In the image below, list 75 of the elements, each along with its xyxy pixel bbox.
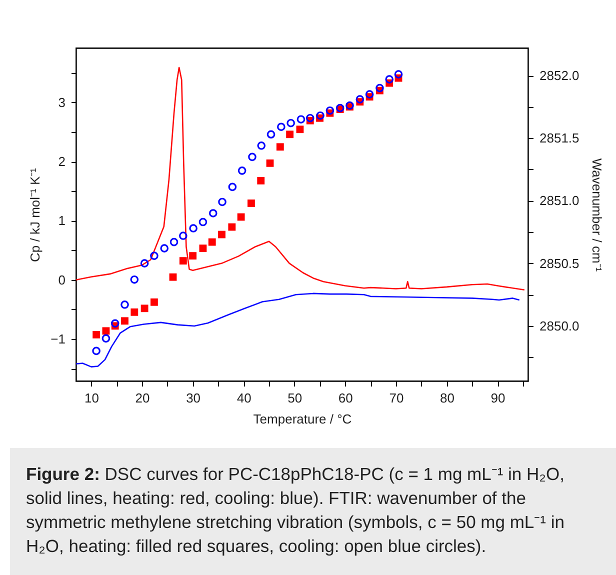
- point: [130, 308, 138, 316]
- point: [356, 95, 364, 104]
- point: [120, 300, 129, 309]
- point: [179, 232, 188, 240]
- y2-tick-label: 2850.0: [540, 318, 580, 334]
- y2-tick-label: 2850.5: [540, 256, 580, 271]
- point: [179, 257, 187, 265]
- point: [248, 200, 255, 207]
- point: [376, 84, 384, 92]
- x-tick-label: 70: [389, 390, 404, 406]
- point: [248, 152, 256, 162]
- point: [140, 304, 148, 312]
- point: [306, 114, 314, 122]
- y-tick-label: 3: [58, 94, 66, 110]
- line-series: [76, 66, 526, 291]
- point: [286, 130, 294, 138]
- x-tick-label: 60: [338, 390, 353, 406]
- y-tick-label: 1: [58, 213, 66, 228]
- point: [208, 238, 216, 246]
- point: [238, 166, 246, 175]
- point: [121, 317, 128, 325]
- point: [160, 244, 169, 252]
- y-tick-label: −1: [50, 332, 66, 347]
- caption: Figure 2: DSC curves for PC-C18pPhC18-PC (c = 1 mg mL⁻¹ in H₂O, solid lines, heating: red, cooling: blue). FTIR: wavenumber of the symmetric methylene stretching vibration (symbols, c = 50 mg mL⁻¹ in H₂O, heating: filled red squares, cooling: open blue circles).: [26, 464, 564, 556]
- point: [150, 298, 158, 306]
- point: [169, 273, 177, 281]
- point: [237, 213, 245, 221]
- point: [102, 334, 110, 343]
- point: [228, 223, 236, 231]
- point: [198, 218, 208, 226]
- point: [140, 259, 149, 268]
- point: [130, 275, 139, 284]
- x-tick-label: 10: [84, 390, 99, 406]
- point: [276, 143, 284, 151]
- line-series: [76, 292, 520, 368]
- x-tick-label: 40: [236, 390, 252, 406]
- point: [257, 176, 265, 184]
- point: [394, 70, 403, 78]
- point: [218, 198, 226, 206]
- point: [296, 115, 306, 124]
- point: [189, 224, 198, 232]
- point: [150, 252, 158, 260]
- point: [326, 106, 334, 115]
- point: [110, 319, 120, 328]
- y-tick-label: 0: [58, 272, 66, 288]
- point: [365, 90, 374, 98]
- y2-tick-label: 2852.0: [540, 68, 580, 84]
- x-tick-label: 50: [288, 390, 302, 406]
- point: [92, 330, 100, 338]
- point: [189, 252, 197, 260]
- point: [296, 126, 304, 134]
- x-tick-label: 80: [440, 390, 454, 406]
- y-tick-label: 2: [58, 154, 66, 170]
- x-tick-label: 20: [135, 390, 150, 406]
- point: [316, 111, 324, 120]
- point: [257, 142, 266, 150]
- x-axis-title: Temperature / °C: [253, 412, 352, 426]
- y-axis-title: Cp / kJ mol⁻¹ K⁻¹: [28, 167, 43, 262]
- y2-tick-label: 2851.0: [540, 193, 580, 208]
- point: [385, 75, 394, 84]
- point: [266, 130, 276, 139]
- y2-tick-label: 2851.5: [540, 130, 580, 146]
- point: [102, 327, 110, 335]
- x-tick-label: 90: [490, 390, 506, 406]
- point: [277, 122, 286, 132]
- point: [170, 238, 178, 246]
- point: [286, 118, 295, 128]
- point: [199, 244, 207, 252]
- point: [218, 230, 226, 238]
- y2-axis-title: Wavenumber / cm⁻¹: [589, 158, 604, 272]
- point: [92, 346, 100, 356]
- point: [208, 209, 218, 218]
- point: [228, 182, 237, 192]
- point: [266, 159, 274, 167]
- x-tick-label: 30: [186, 390, 201, 406]
